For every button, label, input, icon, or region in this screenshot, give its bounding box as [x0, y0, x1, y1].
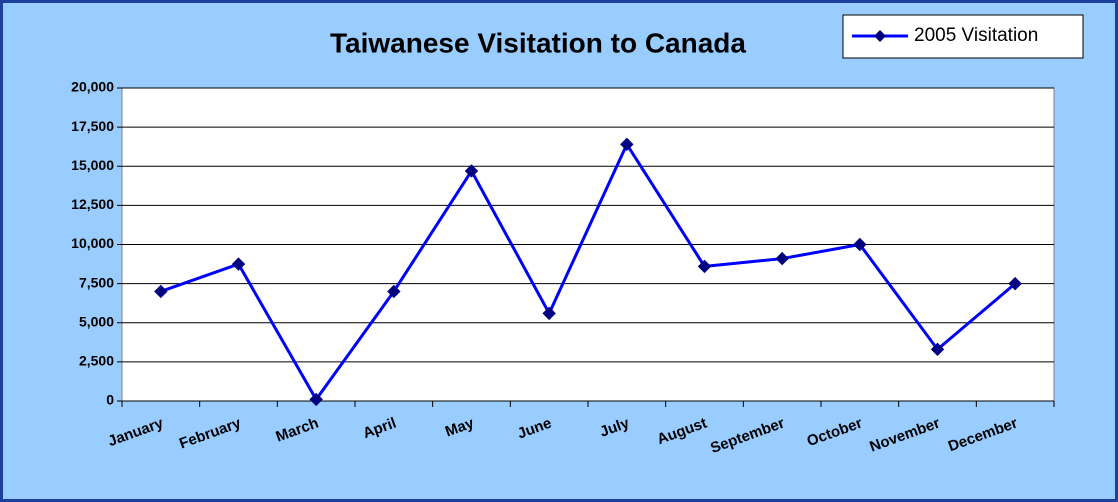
- legend-marker: [874, 30, 886, 42]
- series-line: [160, 141, 1017, 403]
- y-tick-label: 2,500: [79, 353, 114, 369]
- marker: [697, 259, 712, 274]
- marker: [154, 284, 168, 299]
- marker: [775, 251, 789, 266]
- marker: [387, 284, 401, 299]
- marker: [309, 392, 323, 407]
- y-tick-label: 20,000: [71, 79, 114, 95]
- marker: [464, 164, 479, 178]
- y-tick-label: 7,500: [79, 274, 114, 290]
- y-tick-label: 5,000: [79, 313, 114, 329]
- marker: [231, 257, 246, 271]
- marker: [1008, 276, 1022, 291]
- marker: [542, 306, 556, 321]
- marker: [853, 237, 867, 252]
- y-tick-label: 0: [106, 392, 114, 408]
- legend: 2005 Visitation: [842, 14, 1084, 59]
- y-tick-label: 17,500: [71, 118, 114, 134]
- marker: [620, 137, 634, 152]
- y-tick-label: 15,000: [71, 157, 114, 173]
- legend-label: 2005 Visitation: [914, 25, 1038, 46]
- chart-title: Taiwanese Visitation to Canada: [330, 27, 746, 58]
- marker: [930, 342, 945, 357]
- y-tick-label: 10,000: [71, 235, 114, 251]
- y-tick-label: 12,500: [71, 196, 114, 212]
